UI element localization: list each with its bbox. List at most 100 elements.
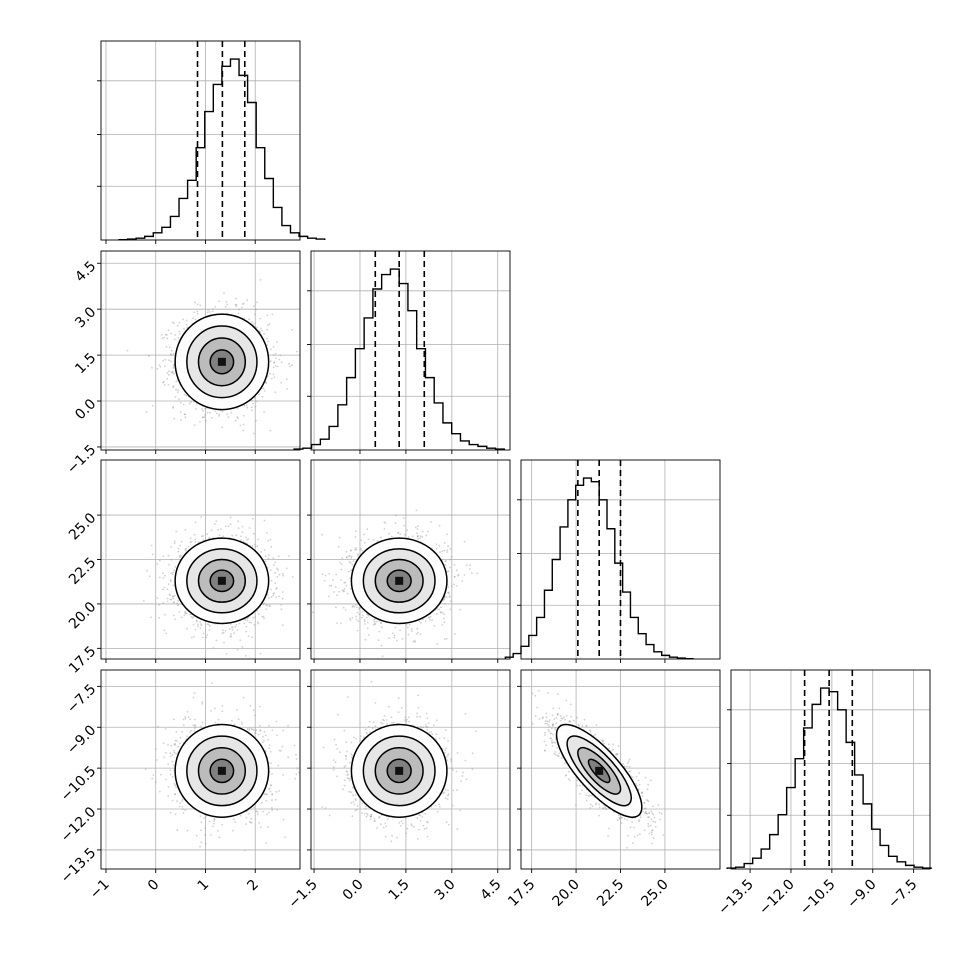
scatter-point [170,598,173,601]
scatter-point [261,329,263,332]
scatter-point [357,554,359,557]
scatter-point [468,568,471,570]
scatter-point [196,620,198,623]
scatter-point [393,636,396,639]
scatter-point [262,615,265,618]
scatter-point [273,361,276,364]
scatter-point [281,591,284,593]
scatter-point [419,535,422,537]
scatter-point [420,622,422,624]
scatter-point [206,634,209,636]
scatter-point [210,529,213,531]
scatter-point [201,535,203,538]
scatter-point [269,538,272,541]
scatter-point [266,344,269,346]
scatter-point [256,621,259,624]
scatter-point [189,537,192,540]
scatter-point [178,555,181,557]
scatter-point [380,621,382,624]
scatter-point [251,636,254,639]
scatter-point [244,654,247,657]
scatter-point [208,537,211,539]
scatter-point [168,370,170,373]
scatter-point [436,643,439,645]
scatter-point [176,602,179,604]
scatter-point [194,521,197,524]
scatter-point [145,411,148,414]
scatter-point [336,594,338,597]
scatter-point [158,364,161,366]
scatter-point [224,305,227,308]
scatter-point [280,361,283,364]
scatter-point [240,535,242,538]
scatter-point [204,419,207,422]
scatter-point [405,623,408,626]
scatter-point [177,547,180,550]
scatter-point [275,596,278,598]
scatter-point [373,618,376,621]
scatter-point [443,638,446,640]
scatter-point [448,595,451,597]
scatter-point [360,539,363,542]
scatter-point [360,616,363,619]
scatter-point [239,639,242,641]
scatter-point [202,535,205,537]
scatter-point [257,538,260,541]
scatter-point [269,348,272,351]
scatter-point [443,542,446,544]
y-tick-label: 3.0 [72,304,99,331]
scatter-point [367,538,370,541]
scatter-point [407,633,410,636]
histogram-panel-0 [97,40,326,244]
scatter-point [171,321,174,324]
scatter-point [361,611,364,613]
scatter-point [273,564,275,566]
scatter-point [200,623,203,625]
scatter-point [173,569,176,572]
scatter-point [189,613,191,616]
scatter-point [227,416,230,419]
scatter-point [416,535,419,538]
scatter-point [344,609,347,611]
scatter-point [185,323,188,326]
scatter-point [184,548,187,551]
scatter-point [187,545,190,548]
scatter-point [445,637,448,640]
scatter-point [235,297,237,300]
scatter-point [399,533,402,536]
scatter-point [259,330,261,333]
scatter-point [449,548,452,550]
histogram-panel-2 [504,459,721,663]
scatter-point [172,352,175,355]
scatter-point [416,525,419,527]
scatter-point [354,535,357,538]
scatter-point [391,535,393,538]
scatter-point [235,534,238,537]
scatter-point [270,579,273,582]
scatter-point [278,595,281,598]
scatter-point [173,322,175,325]
scatter-point [172,597,175,600]
scatter-point [194,538,197,541]
scatter-point [184,416,187,419]
scatter-point [178,330,181,333]
scatter-point [250,621,253,624]
scatter-point [349,562,352,564]
scatter-point [266,604,269,607]
scatter-point [265,608,268,611]
scatter-point [186,326,189,329]
scatter-point [239,539,242,542]
scatter-point [430,521,433,523]
scatter-point [161,337,164,340]
scatter-point [207,623,210,626]
scatter-point [158,616,161,619]
scatter-point [274,582,277,585]
scatter-point [177,391,179,393]
scatter-point [253,623,256,626]
scatter-point [164,613,167,616]
scatter-point [438,524,441,527]
scatter-point [197,623,200,626]
scatter-point [254,322,257,324]
scatter-point [245,404,248,407]
scatter-point [270,545,273,548]
